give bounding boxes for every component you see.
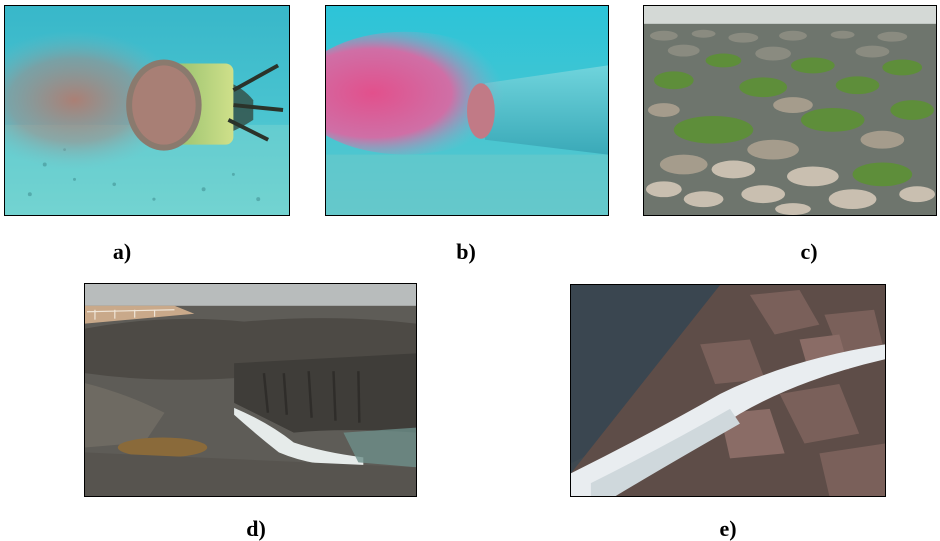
panel-label-c: c): [800, 239, 818, 264]
panel-label-d: d): [246, 516, 266, 541]
photo-panel-d: [84, 283, 417, 497]
underwater-dye-plume-photo: [326, 6, 608, 215]
photo-panel-b: [325, 5, 609, 216]
panel-label-a: a): [112, 239, 132, 264]
breakwater-waterfall-photo: [571, 285, 885, 496]
coastal-rock-discharge-photo: [85, 284, 416, 496]
panel-label-e: e): [719, 516, 737, 541]
tidal-shore-photo: [644, 6, 936, 215]
photo-panel-a: [4, 5, 290, 216]
photo-panel-e: [570, 284, 886, 497]
panel-label-b: b): [456, 239, 476, 264]
underwater-outfall-photo: [5, 6, 289, 215]
photo-panel-c: [643, 5, 937, 216]
